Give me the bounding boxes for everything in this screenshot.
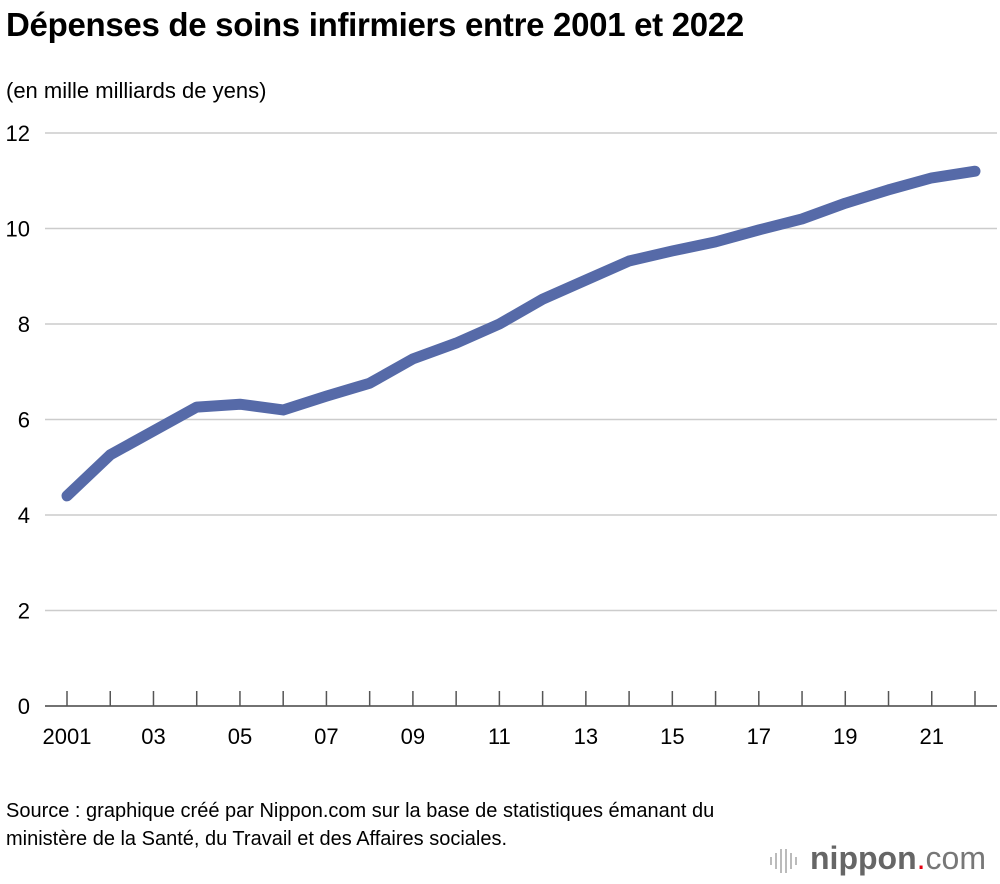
y-tick-label: 0 <box>18 694 30 719</box>
logo-bars-icon <box>770 848 797 873</box>
logo-suffix: com <box>925 840 986 876</box>
y-tick-label: 2 <box>18 599 30 624</box>
y-tick-label: 4 <box>18 503 30 528</box>
logo-name: nippon <box>810 840 917 876</box>
x-tick-label: 13 <box>574 724 598 749</box>
y-tick-label: 12 <box>6 121 30 146</box>
x-tick-label: 11 <box>488 724 511 749</box>
x-tick-label: 03 <box>141 724 165 749</box>
data-line <box>61 165 981 502</box>
source-note: Source : graphique créé par Nippon.com s… <box>6 800 715 850</box>
y-tick-label: 6 <box>18 408 30 433</box>
x-tick-label: 17 <box>747 724 771 749</box>
y-tick-label: 10 <box>6 217 30 242</box>
x-tick-label: 09 <box>401 724 425 749</box>
logo-dot: . <box>916 840 926 876</box>
y-tick-label: 8 <box>18 312 30 337</box>
line-chart: 0 2 4 6 8 10 12 2001 03 05 07 09 11 13 15 17 19 21 <box>6 121 997 749</box>
x-tick-label: 2001 <box>43 724 92 749</box>
chart-title: Dépenses de soins infirmiers entre 2001 … <box>6 6 744 43</box>
x-tick-label: 05 <box>228 724 252 749</box>
nippon-logo: nippon.com <box>770 840 986 877</box>
x-tick-label: 15 <box>660 724 684 749</box>
y-axis-label: (en mille milliards de yens) <box>6 78 267 103</box>
x-tick-label: 07 <box>314 724 338 749</box>
x-tick-label: 19 <box>833 724 857 749</box>
x-tick-label: 21 <box>920 724 944 749</box>
